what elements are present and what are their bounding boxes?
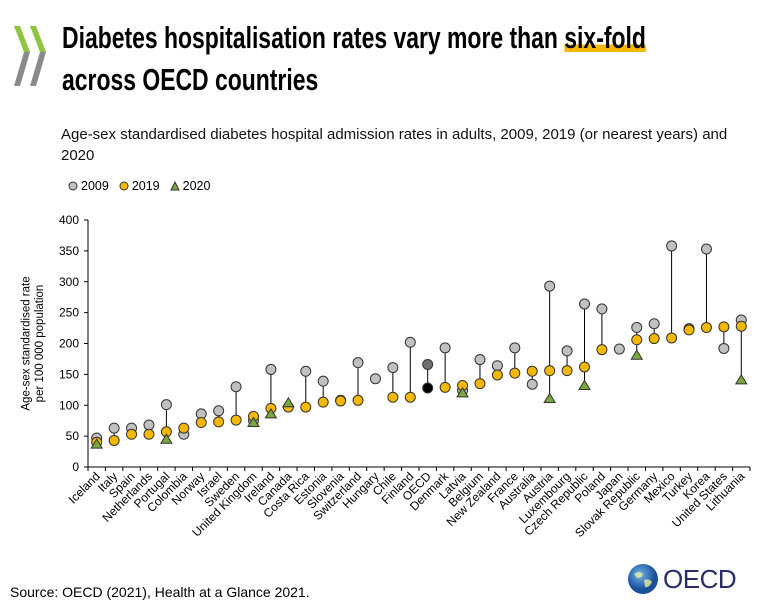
globe-icon	[628, 564, 658, 594]
point-2019	[335, 395, 347, 407]
point-2019	[143, 428, 155, 440]
oecd-chevron-logo	[14, 26, 46, 86]
y-axis-label: Age-sex standardised rateper 100 000 pop…	[21, 276, 46, 410]
point-2020	[160, 433, 173, 444]
point-2009	[700, 243, 712, 255]
point-2009	[579, 298, 590, 310]
point-2019	[178, 422, 190, 434]
point-2019	[352, 394, 364, 406]
point-2009	[526, 378, 538, 390]
chart-subtitle: Age-sex standardised diabetes hospital a…	[61, 126, 728, 164]
point-2009	[718, 342, 730, 354]
legend-marker-circle-yellow	[119, 181, 129, 191]
chart-plot: 0 50 100 150 200 250 300 350 400 Age-sex standard…	[21, 213, 751, 540]
point-2009	[213, 405, 225, 417]
point-2009	[387, 362, 399, 374]
point-2019	[422, 382, 434, 394]
point-2009	[422, 358, 434, 370]
point-2019	[230, 414, 242, 426]
point-2019	[474, 378, 486, 390]
point-2009	[352, 357, 364, 369]
point-2019	[300, 401, 312, 413]
point-2020	[543, 392, 557, 403]
legend-marker-triangle-green	[169, 181, 180, 191]
oecd-logo-text: OECD	[663, 563, 737, 594]
point-2009	[509, 342, 521, 354]
y-tick-label: 100	[59, 398, 79, 412]
point-2019	[718, 321, 730, 333]
point-2020	[281, 396, 295, 408]
point-2009	[108, 422, 120, 434]
y-tick-label: 400	[59, 213, 79, 227]
point-2009	[613, 343, 625, 355]
point-2019	[683, 324, 695, 336]
point-2020	[578, 379, 591, 390]
point-2009	[666, 240, 678, 252]
point-2009	[491, 360, 503, 372]
legend-label: 2019	[131, 179, 160, 193]
point-2020	[90, 438, 104, 449]
point-2019	[439, 381, 451, 393]
legend-label: 2020	[182, 179, 211, 193]
legend-item-2009: 2009	[68, 179, 109, 193]
y-tick-label: 250	[59, 306, 79, 320]
point-2009	[265, 363, 277, 375]
y-tick-label: 50	[66, 429, 80, 443]
point-2009	[474, 354, 486, 366]
point-2020	[630, 349, 644, 360]
point-2009	[439, 342, 451, 354]
point-2020	[264, 407, 278, 419]
legend-item-2020: 2020	[169, 179, 211, 193]
point-2019	[126, 428, 138, 440]
legend-label: 2009	[81, 179, 109, 193]
point-2009	[300, 365, 312, 377]
point-2020	[247, 416, 260, 428]
point-2019	[544, 365, 556, 377]
point-2019	[404, 391, 416, 403]
legend-item-2019: 2019	[119, 179, 160, 193]
point-2019	[317, 396, 329, 408]
y-tick-label: 300	[59, 275, 79, 289]
point-2009	[631, 321, 643, 333]
point-2019	[648, 333, 660, 345]
point-2009	[160, 399, 172, 411]
page-title-line2: across OECD countries	[62, 62, 319, 97]
y-tick-label: 150	[59, 367, 79, 381]
point-2009	[143, 419, 155, 431]
point-2019	[526, 365, 538, 377]
point-2019	[491, 369, 503, 381]
point-2019	[579, 361, 590, 373]
point-2020	[734, 373, 748, 385]
point-2019	[596, 344, 608, 356]
point-2019	[700, 321, 712, 333]
point-2009	[317, 375, 329, 387]
point-2019	[108, 434, 120, 446]
point-2019	[213, 416, 225, 428]
y-tick-label: 0	[72, 460, 79, 474]
point-2009	[648, 318, 660, 330]
point-2019	[631, 334, 643, 346]
point-2009	[561, 345, 573, 357]
legend-marker-circle-grey	[68, 181, 78, 191]
page-title-line1: Diabetes hospitalisation rates vary more…	[62, 20, 646, 56]
point-2009	[596, 303, 608, 315]
point-2009	[404, 336, 416, 348]
point-2019	[666, 332, 678, 344]
chart-legend: 2009 2019 2020	[68, 179, 210, 193]
point-2019	[735, 320, 747, 332]
point-2009	[369, 373, 381, 385]
point-2020	[456, 386, 469, 398]
oecd-logo: OECD	[626, 562, 737, 596]
title-highlight: six-fold	[564, 20, 646, 55]
point-2009	[230, 381, 242, 393]
point-2019	[561, 365, 573, 377]
y-tick-label: 200	[59, 337, 79, 351]
point-2019	[195, 417, 207, 429]
source-note: Source: OECD (2021), Health at a Glance …	[10, 584, 310, 600]
point-2009	[544, 280, 556, 292]
y-tick-label: 350	[59, 244, 79, 258]
title-text: Diabetes hospitalisation rates vary more…	[62, 20, 565, 55]
point-2019	[387, 391, 399, 403]
point-2019	[509, 367, 521, 379]
